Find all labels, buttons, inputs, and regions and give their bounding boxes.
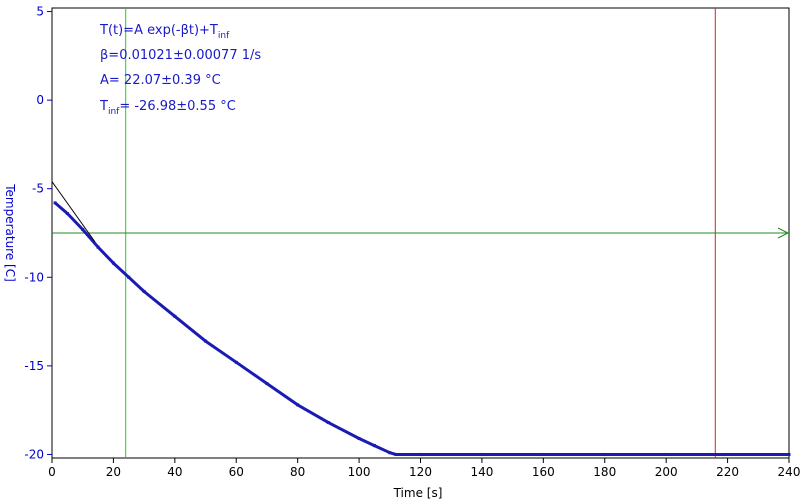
cursors xyxy=(52,8,790,458)
axes: 0 20 40 60 80 100 120 140 160 180 200 220 240 5 0 -5 -10… xyxy=(24,5,800,479)
x-tick-label: 0 xyxy=(48,465,56,479)
x-tick-label: 220 xyxy=(716,465,739,479)
measured-point xyxy=(96,245,100,249)
measured-point xyxy=(111,261,115,265)
measured-point xyxy=(726,452,730,456)
x-tick-label: 60 xyxy=(229,465,244,479)
beta-annotation: β=0.01021±0.00077 1/s xyxy=(100,48,261,63)
measured-point xyxy=(787,452,791,456)
x-tick-label: 140 xyxy=(470,465,493,479)
measured-point xyxy=(541,452,545,456)
measured-point xyxy=(142,289,146,293)
y-tick-label: -20 xyxy=(24,447,44,461)
measured-point xyxy=(664,452,668,456)
measured-point xyxy=(357,437,361,441)
x-tick-label: 80 xyxy=(290,465,305,479)
x-tick-label: 180 xyxy=(593,465,616,479)
annotations: T(t)=A exp(-βt)+Tinf β=0.01021±0.00077 1… xyxy=(99,23,261,117)
measured-point xyxy=(81,227,85,231)
measured-point xyxy=(394,452,398,456)
formula-annotation: T(t)=A exp(-βt)+Tinf xyxy=(99,23,230,41)
y-tick-label: 0 xyxy=(36,93,44,107)
x-tick-label: 160 xyxy=(532,465,555,479)
x-tick-label: 40 xyxy=(167,465,182,479)
measured-point xyxy=(296,403,300,407)
amplitude-annotation: A= 22.07±0.39 °C xyxy=(100,73,221,88)
series xyxy=(51,181,791,456)
measured-series-line xyxy=(54,201,789,456)
x-tick-label: 20 xyxy=(106,465,121,479)
tinf-annotation: Tinf= -26.98±0.55 °C xyxy=(99,99,236,117)
measured-point xyxy=(65,212,69,216)
measured-point xyxy=(53,201,57,205)
x-tick-label: 240 xyxy=(778,465,800,479)
y-tick-label: -5 xyxy=(32,182,44,196)
measured-point xyxy=(480,452,484,456)
y-tick-label: -15 xyxy=(24,359,44,373)
measured-point xyxy=(234,360,238,364)
measured-point xyxy=(127,275,131,279)
measured-point xyxy=(388,451,392,455)
x-axis-label: Time [s] xyxy=(393,486,443,500)
x-tick-label: 100 xyxy=(348,465,371,479)
y-tick-label: -10 xyxy=(24,270,44,284)
measured-point xyxy=(419,452,422,456)
measured-point xyxy=(204,339,208,343)
measured-point xyxy=(173,314,177,318)
fit-curve-line xyxy=(51,181,96,243)
arrow-right-icon xyxy=(777,227,790,239)
x-tick-label: 200 xyxy=(655,465,678,479)
measured-point xyxy=(326,421,330,425)
measured-point xyxy=(603,452,607,456)
measured-point xyxy=(265,382,269,386)
measured-point xyxy=(372,444,376,448)
x-tick-label: 120 xyxy=(409,465,432,479)
y-tick-label: 5 xyxy=(36,5,44,19)
y-axis-label: Temperature [C] xyxy=(3,183,17,282)
